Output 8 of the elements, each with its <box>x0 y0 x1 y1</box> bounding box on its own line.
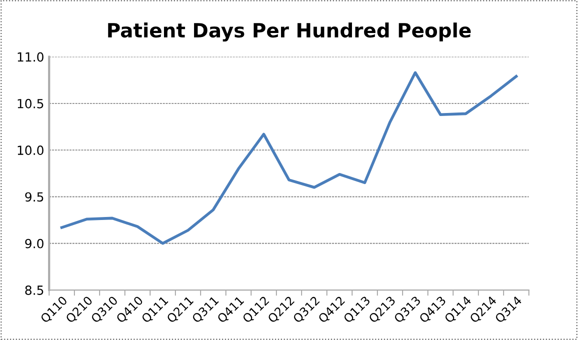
y-tick-label: 9.5 <box>25 192 44 202</box>
y-tick-label: 8.5 <box>25 285 44 295</box>
y-tick-label: 9.0 <box>25 238 44 248</box>
y-tick-label: 10.5 <box>18 98 44 108</box>
line-series <box>60 71 518 245</box>
y-tick-label: 11.0 <box>18 52 44 62</box>
y-tick-label: 10.0 <box>18 146 44 156</box>
chart-title: Patient Days Per Hundred People <box>108 22 471 42</box>
